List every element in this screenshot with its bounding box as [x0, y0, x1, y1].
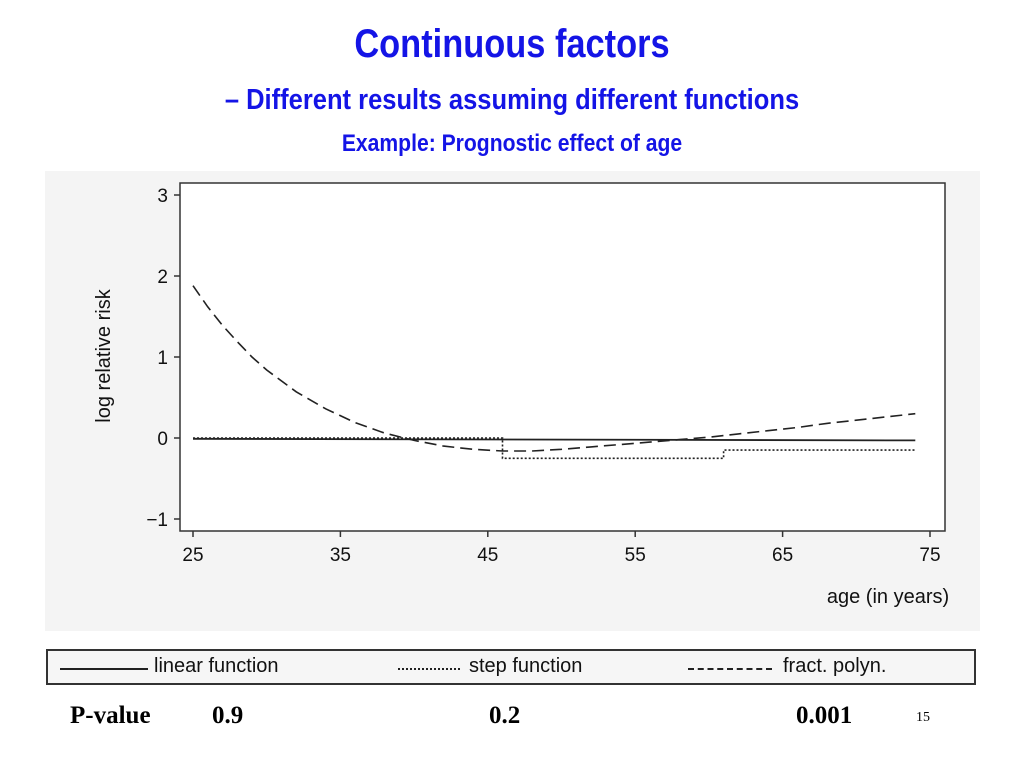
- x-tick-label: 25: [182, 545, 203, 566]
- legend-label-linear: linear function: [154, 655, 279, 677]
- y-tick-label: 3: [157, 186, 168, 207]
- pvalue-linear: 0.9: [212, 702, 244, 729]
- pvalue-fp: 0.001: [796, 702, 853, 729]
- y-tick-label: 1: [157, 348, 168, 369]
- legend-label-step: step function: [469, 655, 583, 677]
- x-tick-label: 45: [477, 545, 498, 566]
- chart-legend: linear function step function fract. pol…: [46, 649, 976, 685]
- x-tick-label: 65: [772, 545, 793, 566]
- x-tick-label: 75: [919, 545, 940, 566]
- pvalue-label: P-value: [70, 702, 151, 729]
- slide-number: 15: [916, 710, 930, 725]
- legend-swatch-linear: [60, 668, 148, 670]
- y-axis-label: log relative risk: [93, 288, 115, 422]
- y-tick-label: 0: [157, 429, 168, 450]
- x-axis-label: age (in years): [827, 586, 949, 608]
- y-tick-label: −1: [146, 510, 168, 531]
- legend-label-fp: fract. polyn.: [783, 655, 887, 677]
- plot-frame: [179, 182, 946, 532]
- x-tick-label: 55: [625, 545, 646, 566]
- pvalue-step: 0.2: [489, 702, 521, 729]
- y-tick-label: 2: [157, 267, 168, 288]
- slide-title: Continuous factors: [354, 22, 670, 66]
- legend-swatch-step: [398, 668, 460, 670]
- slide-subtitle: – Different results assuming different f…: [224, 84, 800, 116]
- series-line-solid: [192, 437, 916, 442]
- age-effect-chart: −1 0 1 2 3 25 35 45 55 65 75 age (in years) log rela…: [93, 182, 949, 608]
- x-tick-label: 35: [330, 545, 351, 566]
- series-line-dotted: [193, 437, 916, 460]
- series-line-dashed: [192, 285, 916, 452]
- slide-example-caption: Example: Prognostic effect of age: [341, 130, 683, 157]
- legend-swatch-fp: [688, 668, 772, 670]
